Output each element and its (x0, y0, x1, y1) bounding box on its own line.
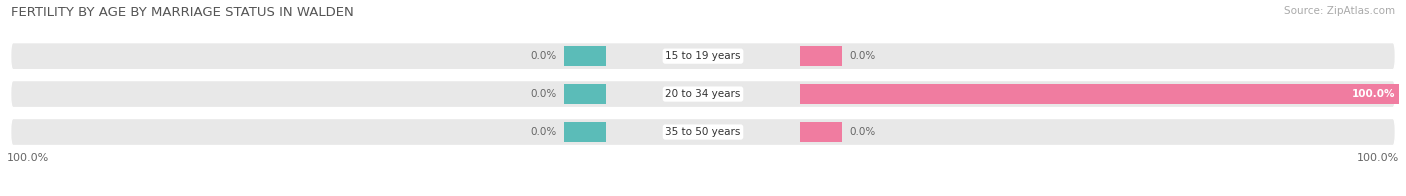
Text: Source: ZipAtlas.com: Source: ZipAtlas.com (1284, 6, 1395, 16)
FancyBboxPatch shape (10, 118, 1396, 146)
Text: 0.0%: 0.0% (849, 127, 876, 137)
FancyBboxPatch shape (10, 80, 1396, 108)
Text: 20 to 34 years: 20 to 34 years (665, 89, 741, 99)
Bar (800, 84, 1406, 104)
Bar (564, 46, 606, 66)
Text: FERTILITY BY AGE BY MARRIAGE STATUS IN WALDEN: FERTILITY BY AGE BY MARRIAGE STATUS IN W… (11, 6, 354, 19)
Text: 15 to 19 years: 15 to 19 years (665, 51, 741, 61)
Text: 100.0%: 100.0% (1357, 153, 1399, 163)
Bar (564, 84, 606, 104)
Text: 0.0%: 0.0% (530, 89, 557, 99)
Bar (800, 46, 842, 66)
FancyBboxPatch shape (10, 43, 1396, 70)
Bar (800, 122, 842, 142)
Text: 0.0%: 0.0% (530, 51, 557, 61)
Text: 35 to 50 years: 35 to 50 years (665, 127, 741, 137)
Text: 0.0%: 0.0% (530, 127, 557, 137)
Text: 100.0%: 100.0% (7, 153, 49, 163)
Text: 100.0%: 100.0% (1353, 89, 1396, 99)
Text: 0.0%: 0.0% (849, 51, 876, 61)
Bar (564, 122, 606, 142)
